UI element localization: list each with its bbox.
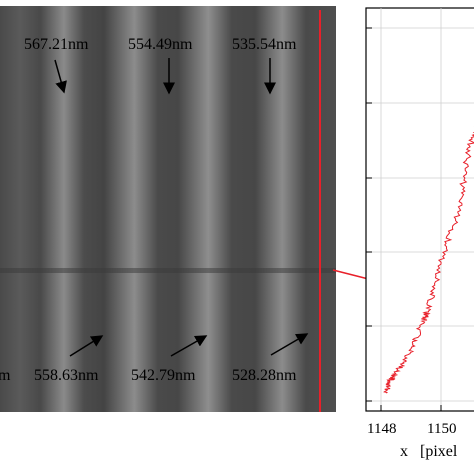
label-bottom-1: 558.63nm <box>34 367 99 384</box>
label-top-2: 554.49nm <box>128 36 193 53</box>
arrow-bottom-1 <box>69 335 104 357</box>
x-tick-label-1148: 1148 <box>367 421 396 437</box>
arrow-bottom-3 <box>270 333 309 356</box>
profile-series-line <box>383 126 474 394</box>
image-panel: 567.21nm 554.49nm 535.54nm m 558.63nm 54… <box>0 6 336 412</box>
label-top-3: 535.54nm <box>232 36 297 53</box>
micrograph <box>0 6 336 412</box>
y-ticks <box>366 27 372 402</box>
arrow-top-1 <box>54 59 67 94</box>
label-bottom-3: 528.28nm <box>232 367 297 384</box>
profile-plot: 1148 1150 x [pixel <box>365 7 474 460</box>
arrow-bottom-2 <box>170 335 208 357</box>
x-ticks <box>380 405 442 411</box>
x-tick-label-1150: 1150 <box>427 421 456 437</box>
x-axis-label: x [pixel <box>400 443 458 460</box>
plot-frame <box>365 7 474 412</box>
label-top-1: 567.21nm <box>24 36 89 53</box>
horizontal-seam <box>0 268 336 273</box>
gridlines <box>366 8 474 411</box>
label-bottom-2: 542.79nm <box>131 367 196 384</box>
label-bottom-0: m <box>0 367 11 384</box>
